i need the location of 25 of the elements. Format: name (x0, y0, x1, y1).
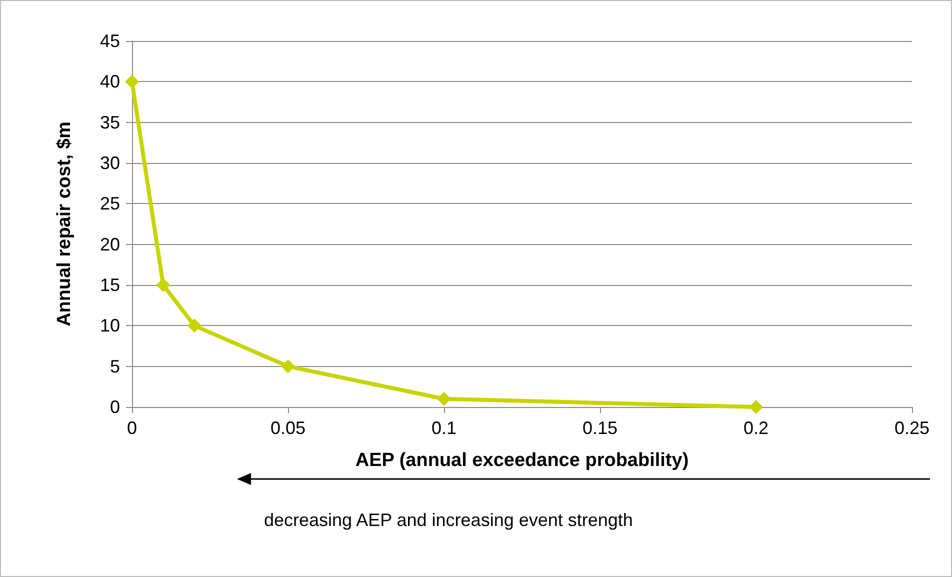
point (156, 278, 170, 292)
point (437, 392, 451, 406)
x-axis-title: AEP (annual exceedance probability) (355, 450, 689, 471)
y-tick-label: 40 (100, 72, 120, 92)
y-tick-label: 35 (100, 112, 120, 132)
y-tick-label: 0 (110, 397, 120, 417)
point (187, 318, 202, 333)
x-tick-label: 0.05 (270, 418, 306, 438)
x-tick-label: 0.25 (894, 418, 930, 438)
y-axis-title: Annual repair cost, $m (54, 122, 75, 326)
x-tick-label: 0.1 (431, 418, 457, 438)
x-tick-label: 0.2 (743, 418, 769, 438)
text: decreasing AEP and increasing event strength (264, 510, 633, 530)
y-tick-label: 10 (100, 316, 120, 336)
y-tick-label: 45 (100, 31, 120, 51)
point (125, 74, 139, 89)
y-tick-label: 25 (100, 194, 120, 214)
x-tick-label: 0.15 (582, 418, 618, 438)
y-tick-label: 5 (110, 356, 120, 376)
x-tick-label: 0 (126, 418, 138, 438)
point (281, 359, 295, 374)
point (749, 400, 763, 414)
y-tick-label: 20 (100, 234, 120, 254)
y-tick-label: 30 (100, 153, 120, 173)
y-tick-label: 15 (100, 275, 120, 295)
